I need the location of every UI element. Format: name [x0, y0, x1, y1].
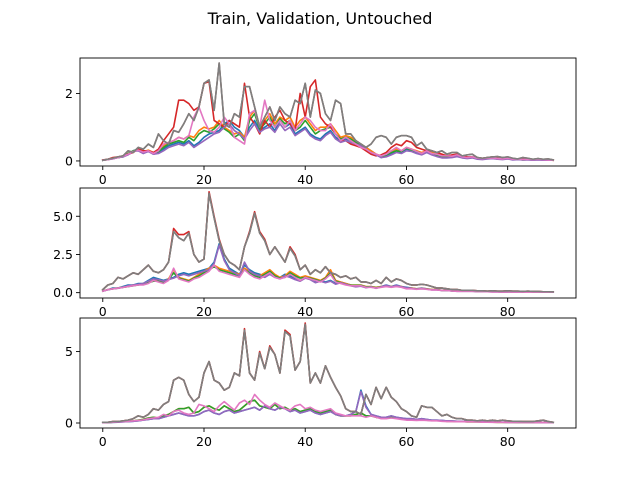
- series-lines: [101, 62, 555, 162]
- series-lines: [101, 322, 555, 424]
- x-tick-label: 0: [99, 172, 107, 187]
- axes-frame: [79, 187, 577, 299]
- x-tick-label: 20: [196, 304, 212, 319]
- subplot-1: 0 20 40 60 80 0 2: [65, 57, 577, 187]
- x-tick-label: 60: [398, 434, 414, 449]
- y-tick-label: 0: [65, 416, 73, 431]
- y-tick-label: 2.5: [53, 247, 73, 262]
- axes-frame: [79, 57, 577, 167]
- x-tick-label: 80: [500, 172, 516, 187]
- x-tick-label: 40: [297, 172, 313, 187]
- figure-title: Train, Validation, Untouched: [207, 9, 433, 28]
- series-line-8: [101, 62, 555, 162]
- series-line-5: [101, 123, 555, 162]
- series-lines: [101, 191, 555, 293]
- x-tick-label: 40: [297, 434, 313, 449]
- y-tick-label: 5: [65, 344, 73, 359]
- axes-frame: [79, 317, 577, 429]
- x-tick-label: 20: [196, 434, 212, 449]
- x-tick-label: 80: [500, 434, 516, 449]
- subplot-2: 0 20 40 60 80 0.0 2.5 5.0: [53, 187, 577, 319]
- series-line-7: [101, 393, 555, 424]
- series-line-8: [101, 192, 555, 293]
- y-tick-label: 2: [65, 86, 73, 101]
- x-tick-label: 60: [398, 172, 414, 187]
- y-tick-label: 0.0: [53, 285, 73, 300]
- x-tick-label: 20: [196, 172, 212, 187]
- subplot-3: 0 20 40 60 80 0 5: [65, 317, 577, 449]
- x-tick-label: 80: [500, 304, 516, 319]
- x-tick-label: 60: [398, 304, 414, 319]
- series-line-8: [101, 323, 555, 424]
- x-tick-label: 40: [297, 304, 313, 319]
- y-tick-label: 0: [65, 153, 73, 168]
- x-tick-label: 0: [99, 434, 107, 449]
- x-tick-label: 0: [99, 304, 107, 319]
- y-tick-label: 5.0: [53, 209, 73, 224]
